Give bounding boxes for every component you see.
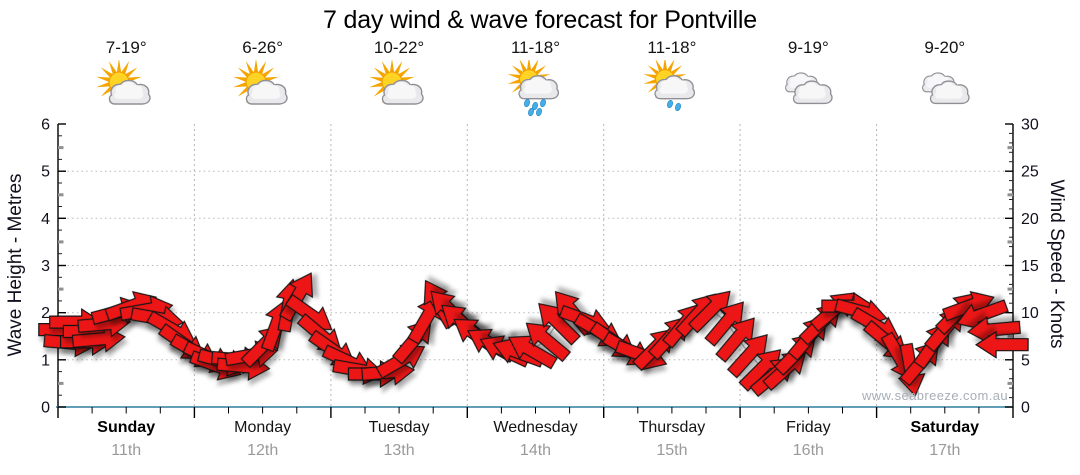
svg-text:5: 5 xyxy=(41,164,50,181)
svg-text:6: 6 xyxy=(41,117,50,134)
day-date-label: 11th xyxy=(111,442,142,459)
weather-icon xyxy=(776,60,840,120)
wind-arrows xyxy=(38,272,1029,398)
rain-drops-icon xyxy=(523,99,546,116)
weather-icon-sun-cloud xyxy=(232,58,288,106)
svg-text:0: 0 xyxy=(1021,400,1030,417)
cloud-icon xyxy=(654,75,695,100)
day-temp-range: 11-18° xyxy=(647,38,697,57)
weather-icon xyxy=(367,58,431,120)
weather-icon xyxy=(504,56,568,120)
cloud-icon xyxy=(381,79,424,105)
cloud-icon xyxy=(108,79,151,105)
svg-text:25: 25 xyxy=(1021,164,1039,181)
svg-text:3: 3 xyxy=(41,258,50,275)
cloud-icon xyxy=(517,75,559,100)
day-name-label: Monday xyxy=(234,419,292,436)
svg-text:30: 30 xyxy=(1021,117,1039,134)
weather-icon-sun-cloud-showers xyxy=(643,56,695,111)
weather-icon xyxy=(231,58,295,120)
weather-icon-sun-cloud xyxy=(369,58,424,106)
svg-text:5: 5 xyxy=(1021,352,1030,369)
day-name-label: Sunday xyxy=(97,419,156,436)
weather-icon-cloudy xyxy=(921,72,970,105)
right-axis-ticks: 0 5 10 15 20 25 30 xyxy=(1005,117,1039,417)
chart-title: 7 day wind & wave forecast for Pontville xyxy=(323,6,757,34)
cloud-icon xyxy=(793,80,833,105)
cloud-icon xyxy=(929,80,970,105)
svg-text:4: 4 xyxy=(41,211,50,228)
day-date-label: 14th xyxy=(519,442,552,459)
watermark: www.seabreeze.com.au xyxy=(861,388,1008,403)
day-temp-range: 6-26° xyxy=(242,38,284,57)
svg-text:1: 1 xyxy=(41,352,50,369)
weather-icon xyxy=(94,58,158,120)
day-temp-range: 7-19° xyxy=(105,38,147,57)
day-date-label: 17th xyxy=(929,442,961,459)
day-temp-range: 9-20° xyxy=(924,38,966,57)
day-temp-range: 11-18° xyxy=(510,38,561,57)
rain-drops-icon xyxy=(666,100,681,111)
day-temp-range: 10-22° xyxy=(373,38,425,57)
svg-text:10: 10 xyxy=(1021,305,1039,322)
weather-icon-sun-cloud-rain xyxy=(506,56,559,116)
day-name-label: Thursday xyxy=(638,419,706,436)
weather-icon-cloudy xyxy=(785,72,833,105)
day-name-label: Wednesday xyxy=(493,419,578,436)
svg-text:2: 2 xyxy=(41,305,50,322)
svg-text:20: 20 xyxy=(1021,211,1039,228)
day-date-label: 15th xyxy=(656,442,688,459)
day-name-label: Friday xyxy=(786,419,831,436)
svg-text:0: 0 xyxy=(41,400,50,417)
day-name-label: Tuesday xyxy=(368,419,430,436)
day-date-label: 16th xyxy=(792,442,824,459)
cloud-icon xyxy=(245,79,288,105)
svg-text:15: 15 xyxy=(1021,258,1039,275)
bottom-axis-ticks xyxy=(57,407,1014,418)
day-name-label: Saturday xyxy=(910,419,980,436)
left-axis-ticks: 0 1 2 3 4 5 6 xyxy=(41,117,66,417)
day-date-label: 12th xyxy=(247,442,279,459)
weather-icon xyxy=(913,60,977,120)
day-temp-range: 9-19° xyxy=(787,38,829,57)
weather-icon-sun-cloud xyxy=(96,58,151,106)
weather-icon xyxy=(640,56,704,120)
day-date-label: 13th xyxy=(383,442,415,459)
